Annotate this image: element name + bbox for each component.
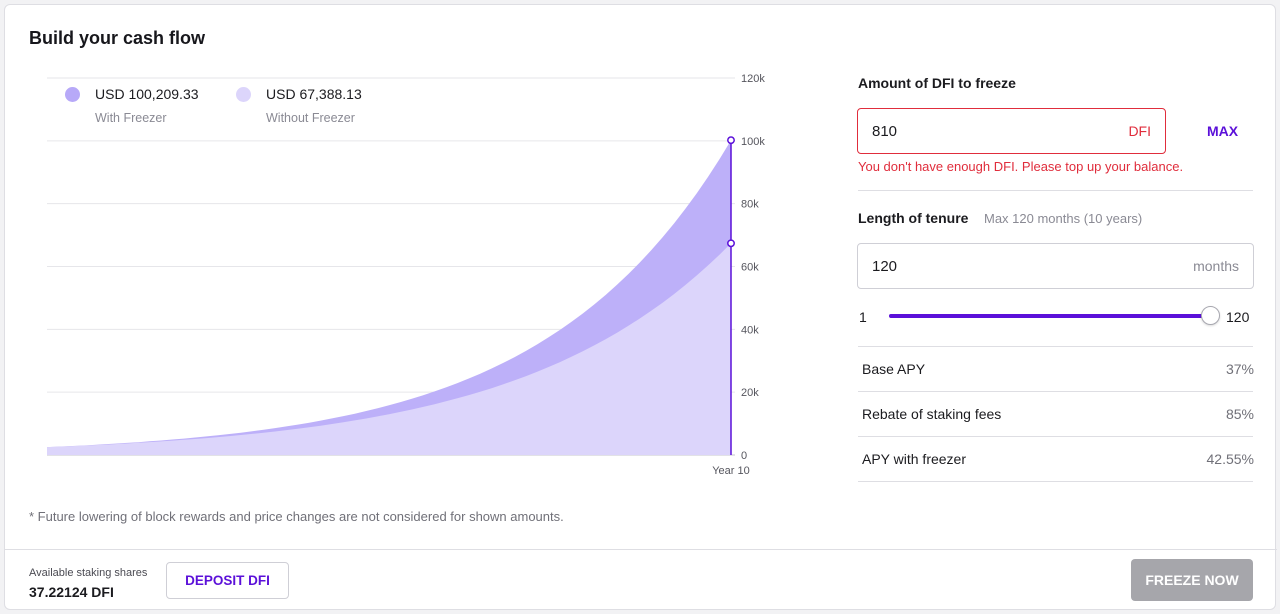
- y-tick-label: 40k: [741, 324, 759, 336]
- divider: [858, 190, 1253, 191]
- amount-label: Amount of DFI to freeze: [858, 75, 1016, 91]
- y-tick-label: 60k: [741, 262, 759, 274]
- freeze-now-button[interactable]: FREEZE NOW: [1131, 559, 1253, 601]
- apy-freezer-label: APY with freezer: [862, 451, 967, 467]
- legend-dot-without-freezer: [236, 87, 251, 102]
- divider: [858, 436, 1253, 437]
- y-tick-label: 120k: [741, 73, 765, 85]
- page-title: Build your cash flow: [29, 28, 206, 48]
- base-apy-value: 37%: [1225, 361, 1254, 377]
- apy-freezer-value: 42.55%: [1206, 451, 1254, 467]
- amount-input-box[interactable]: DFI: [857, 108, 1166, 154]
- y-tick-label: 20k: [741, 387, 759, 399]
- y-tick-label: 0: [741, 450, 747, 462]
- area-without-freezer: [47, 243, 731, 455]
- legend-label-with-freezer: With Freezer: [95, 111, 167, 125]
- tenure-hint: Max 120 months (10 years): [984, 211, 1143, 226]
- cash-flow-card: Build your cash flow 0 20k 40k 60k 80k 100k 12…: [4, 4, 1277, 611]
- footer-bar: Available staking shares 37.22124 DFI DE…: [5, 549, 1277, 611]
- base-apy-label: Base APY: [862, 361, 926, 377]
- chart-svg: 0 20k 40k 60k 80k 100k 120k Year 10: [47, 73, 765, 477]
- y-tick-label: 80k: [741, 199, 759, 211]
- divider: [858, 481, 1253, 482]
- slider-max-label: 120: [1226, 309, 1250, 325]
- point-with-freezer: [727, 136, 735, 145]
- tenure-slider-thumb[interactable]: [1201, 306, 1220, 325]
- slider-min-label: 1: [859, 309, 867, 325]
- amount-unit: DFI: [1128, 123, 1151, 139]
- point-without-freezer: [727, 239, 735, 248]
- x-axis-label: Year 10: [712, 465, 750, 477]
- tenure-unit: months: [1193, 258, 1239, 274]
- tenure-slider[interactable]: [889, 306, 1220, 325]
- staking-shares-label: Available staking shares: [29, 567, 148, 579]
- cash-flow-chart: 0 20k 40k 60k 80k 100k 120k Year 10 USD 100,209…: [5, 5, 805, 505]
- legend-label-without-freezer: Without Freezer: [266, 111, 355, 125]
- legend-dot-with-freezer: [65, 87, 80, 102]
- divider: [858, 391, 1253, 392]
- divider: [858, 346, 1253, 347]
- rebate-value: 85%: [1225, 406, 1254, 422]
- tenure-label: Length of tenure: [858, 210, 969, 226]
- amount-error: You don't have enough DFI. Please top up…: [858, 159, 1184, 174]
- tenure-input-box[interactable]: months: [857, 243, 1254, 289]
- amount-input[interactable]: [872, 109, 1072, 153]
- legend-value-with-freezer: USD 100,209.33: [95, 86, 199, 102]
- footnote: * Future lowering of block rewards and p…: [29, 509, 564, 524]
- tenure-input[interactable]: [872, 244, 1072, 288]
- rebate-label: Rebate of staking fees: [862, 406, 1002, 422]
- staking-shares-value: 37.22124 DFI: [29, 584, 114, 600]
- legend-value-without-freezer: USD 67,388.13: [266, 86, 362, 102]
- tenure-slider-fill: [889, 314, 1210, 318]
- y-tick-label: 100k: [741, 136, 765, 148]
- max-button[interactable]: MAX: [1207, 123, 1239, 139]
- deposit-dfi-button[interactable]: DEPOSIT DFI: [166, 562, 289, 599]
